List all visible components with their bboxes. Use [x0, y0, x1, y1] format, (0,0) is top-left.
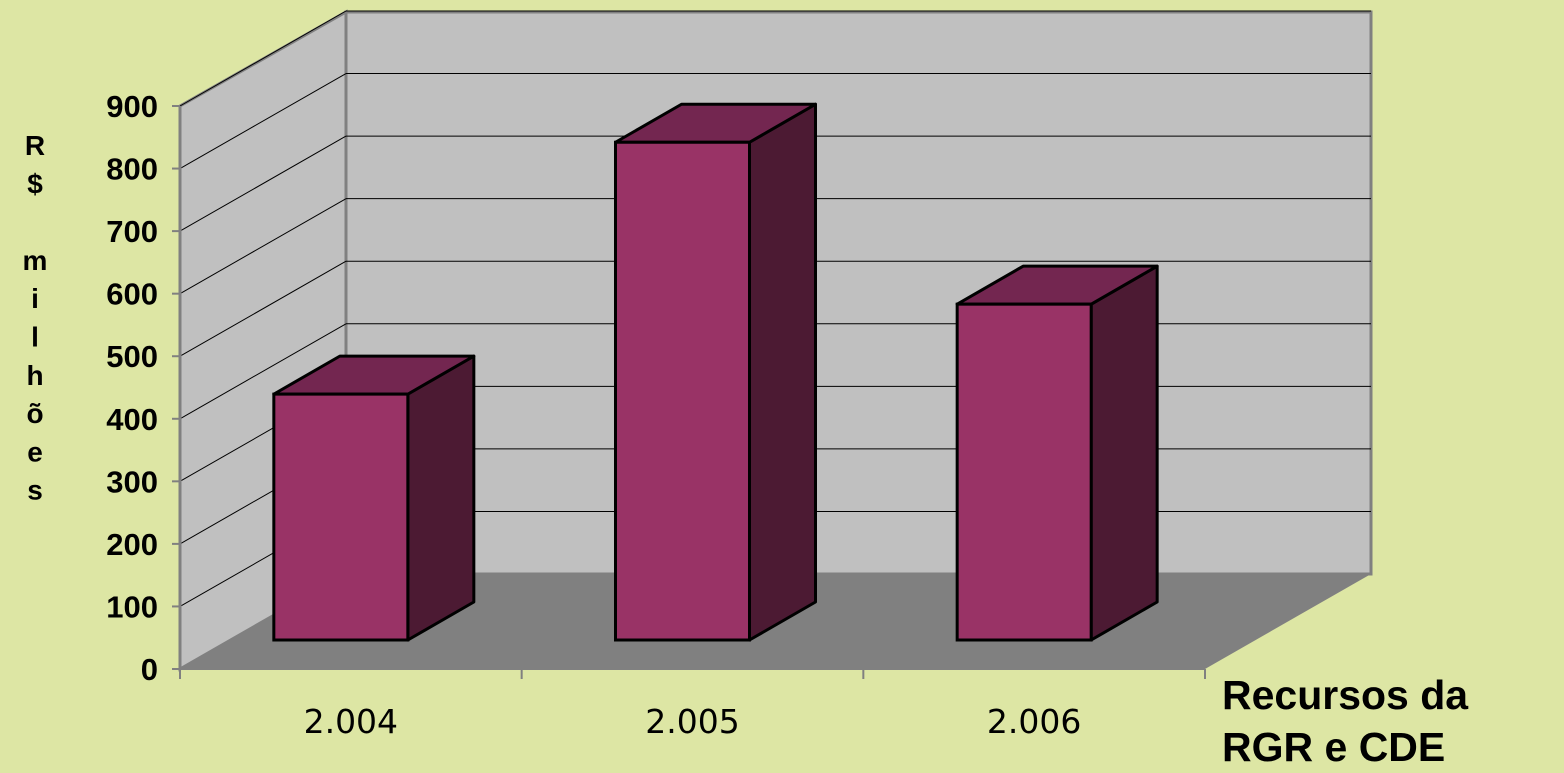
- y-tick-label: 300: [106, 464, 158, 499]
- x-axis-label-line: Recursos da: [1222, 672, 1469, 718]
- bar-side: [1089, 264, 1159, 642]
- gridline-side: [179, 198, 347, 295]
- x-tick-label: 2.004: [304, 702, 398, 741]
- bar-2.005: [614, 102, 817, 642]
- bar-2.004: [272, 354, 476, 642]
- bar-side: [748, 102, 817, 642]
- x-axis-label: Recursos da RGR e CDE: [1222, 672, 1469, 770]
- y-axis-label-char: R: [25, 130, 45, 161]
- bar-2.006: [955, 264, 1159, 642]
- gridline-side: [179, 73, 347, 169]
- y-axis-label-char: õ: [26, 398, 43, 429]
- y-tick-labels: 0 100 200 300 400 500 600 700 800 900: [106, 89, 158, 687]
- y-tick-label: 200: [106, 527, 158, 562]
- y-axis-label-char: m: [23, 245, 48, 276]
- x-axis-label-line: RGR e CDE: [1222, 724, 1445, 770]
- chart-back-wall: [344, 10, 1373, 576]
- y-axis-label-char: l: [31, 322, 39, 353]
- y-tick-label: 800: [106, 152, 158, 187]
- y-axis-label-char: i: [31, 283, 39, 314]
- y-tick-label: 600: [106, 277, 158, 312]
- y-tick-label: 700: [106, 214, 158, 249]
- y-axis-label-char: $: [27, 168, 43, 199]
- y-axis-label-char: s: [27, 475, 43, 506]
- bars: [272, 102, 1159, 642]
- y-tick-label: 0: [141, 652, 158, 687]
- axes: [172, 105, 1206, 679]
- bar: [272, 392, 410, 642]
- gridline-side: [179, 323, 347, 420]
- bar: [614, 140, 751, 642]
- x-tick-labels: 2.004 2.005 2.006: [304, 702, 1082, 741]
- y-tick-label: 400: [106, 402, 158, 437]
- bar: [955, 302, 1093, 642]
- y-axis-label-char: e: [27, 436, 43, 467]
- y-tick-label: 100: [106, 589, 158, 624]
- gridline-side: [179, 135, 347, 232]
- back-wall: [344, 10, 1373, 576]
- bar-side: [406, 354, 476, 642]
- y-tick-label: 900: [106, 89, 158, 124]
- gridline-side: [179, 10, 347, 107]
- x-tick-label: 2.005: [645, 702, 739, 741]
- x-tick-label: 2.006: [987, 702, 1081, 741]
- y-axis-label-char: h: [26, 360, 43, 391]
- y-tick-label: 500: [106, 339, 158, 374]
- gridline-side: [179, 260, 347, 357]
